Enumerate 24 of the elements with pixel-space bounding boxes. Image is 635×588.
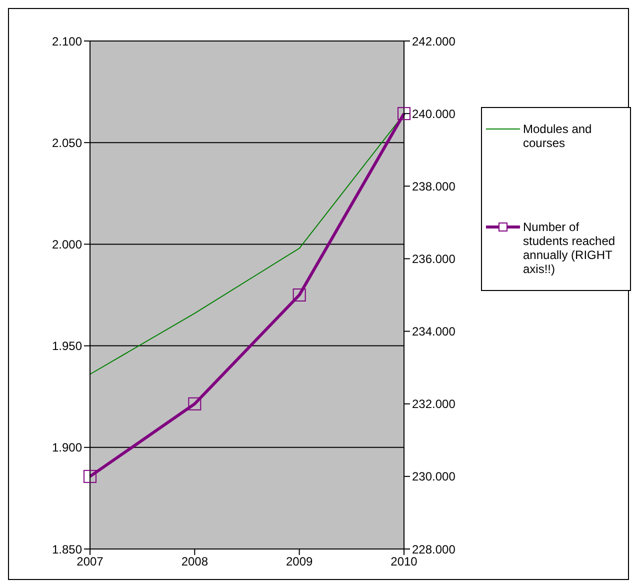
legend-label: Modules and courses bbox=[523, 122, 593, 150]
x-tick-label: 2010 bbox=[390, 554, 418, 569]
x-tick-label: 2008 bbox=[181, 554, 208, 569]
y2-tick-label: 230.000 bbox=[412, 470, 456, 484]
y-tick-label: 2.000 bbox=[52, 237, 82, 252]
y-tick-label: 1.850 bbox=[52, 542, 82, 556]
x-tick-label: 2009 bbox=[286, 554, 314, 569]
y2-tick-label: 240.000 bbox=[412, 106, 456, 121]
point bbox=[84, 470, 96, 483]
x-tick-label: 2007 bbox=[76, 554, 104, 569]
point bbox=[292, 288, 306, 302]
legend-label: Number of students reached annually (RIGHT axis!!) bbox=[523, 220, 616, 276]
y2-tick-label: 228.000 bbox=[412, 542, 456, 556]
y2-tick-label: 234.000 bbox=[412, 324, 456, 339]
y-tick-label: 1.900 bbox=[52, 440, 82, 455]
y-tick-label: 2.100 bbox=[52, 34, 82, 48]
point bbox=[398, 107, 410, 120]
y-tick-label: 2.050 bbox=[52, 136, 82, 150]
y2-tick-label: 236.000 bbox=[412, 252, 456, 266]
y2-tick-label: 238.000 bbox=[412, 179, 456, 194]
y2-tick-label: 242.000 bbox=[412, 34, 456, 48]
point bbox=[188, 397, 202, 410]
y-tick-label: 1.950 bbox=[52, 339, 82, 354]
y2-tick-label: 232.000 bbox=[412, 397, 456, 412]
